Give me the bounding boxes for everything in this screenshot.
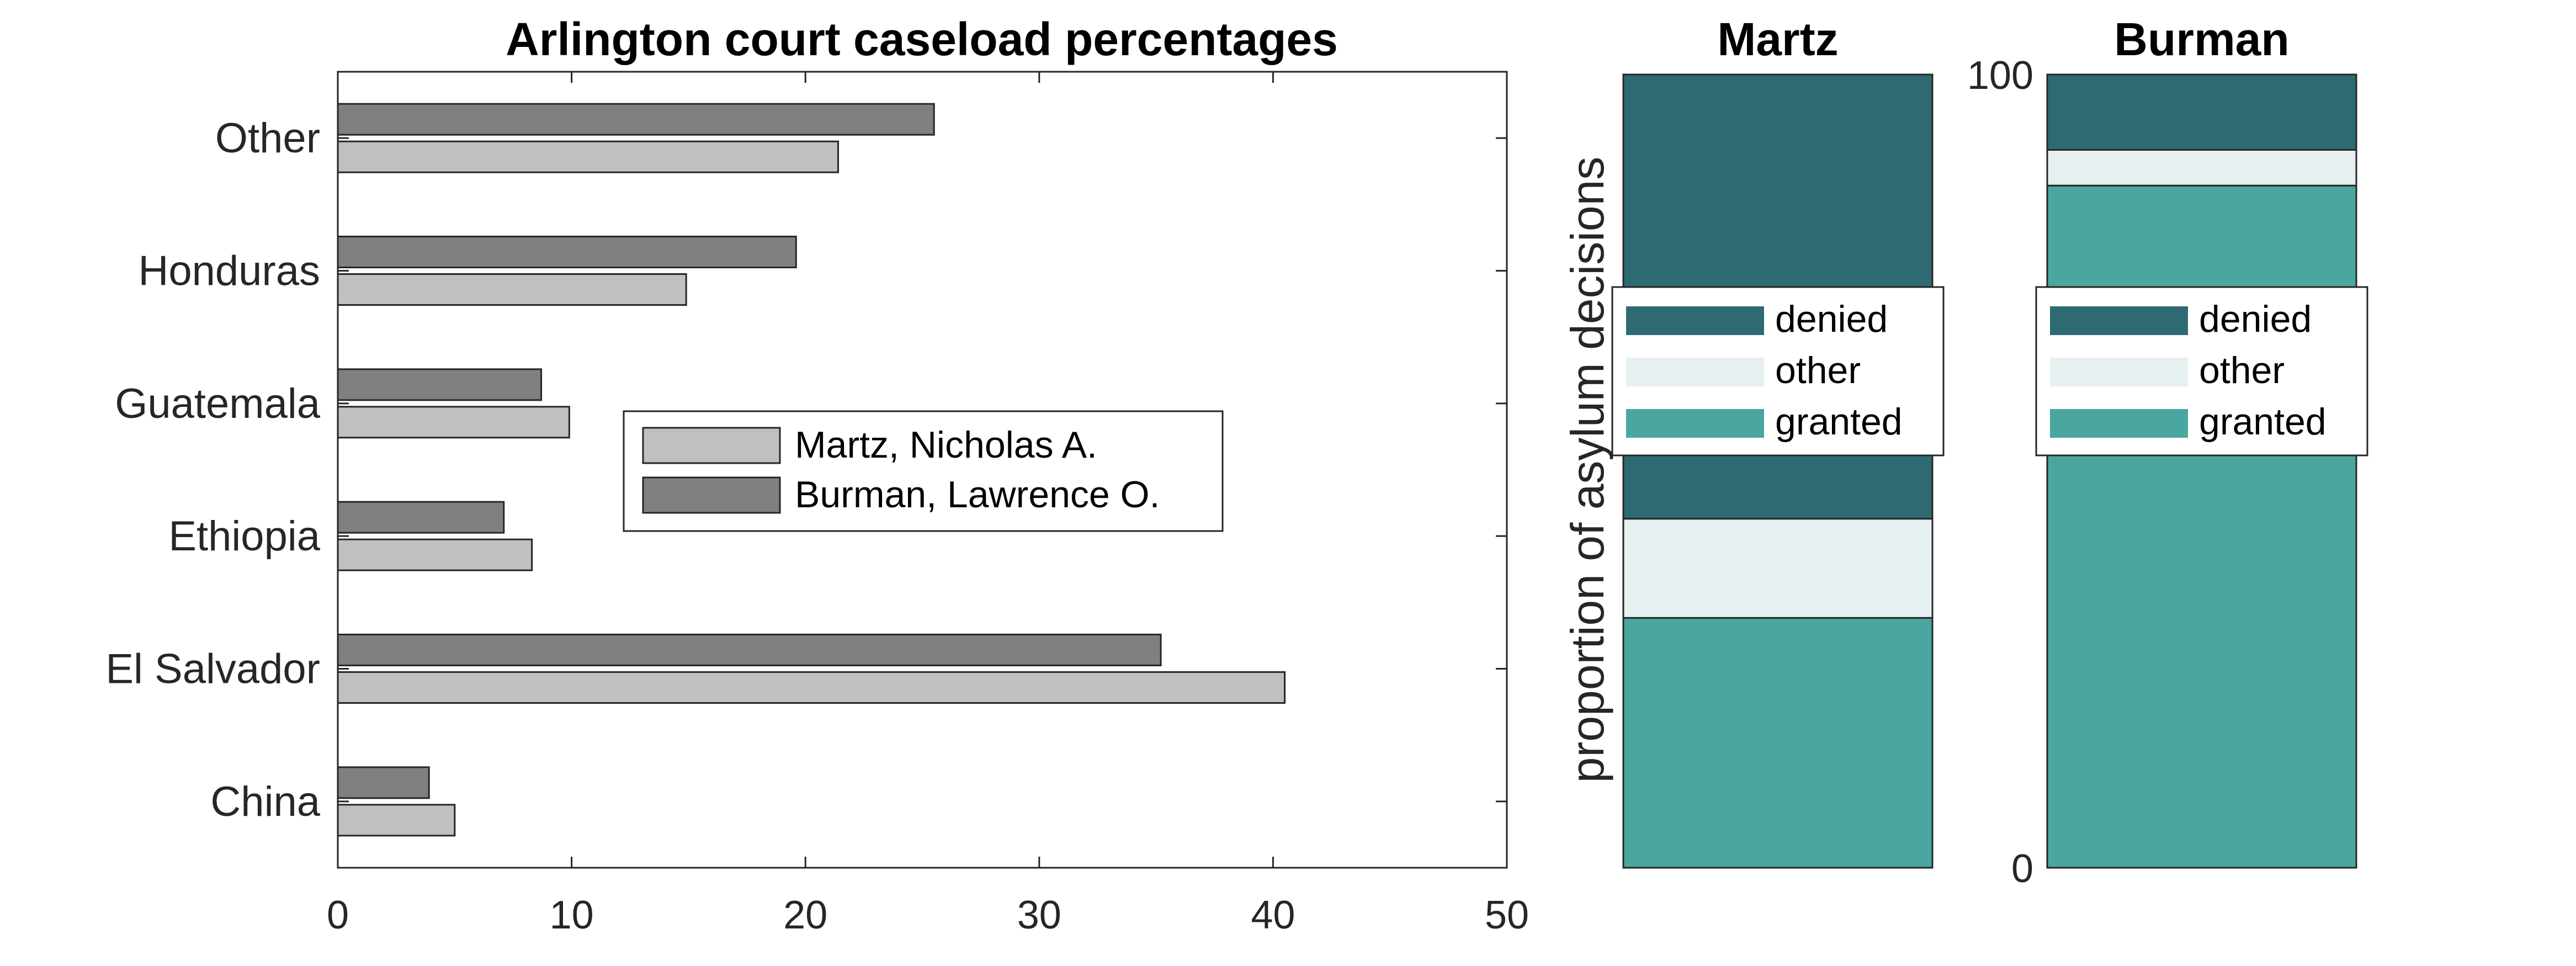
burman-legend-swatch-granted bbox=[2050, 409, 2188, 438]
martz-plot-frame bbox=[1622, 73, 1934, 869]
bar-honduras-martz bbox=[337, 273, 687, 306]
left-category-labels: China El Salvador Ethiopia Guatemala Hondura… bbox=[105, 115, 1507, 825]
burman-legend-label-denied: denied bbox=[2199, 298, 2312, 340]
category-label-honduras: Honduras bbox=[138, 248, 320, 295]
martz-legend-swatch-denied bbox=[1626, 306, 1764, 335]
bar-honduras-burman bbox=[337, 236, 797, 268]
x-tick-label-50: 50 bbox=[1485, 893, 1529, 937]
category-label-ethiopia: Ethiopia bbox=[168, 513, 320, 560]
category-label-other: Other bbox=[215, 115, 320, 162]
martz-legend-label-granted: granted bbox=[1775, 401, 1903, 443]
legend-label-martz: Martz, Nicholas A. bbox=[795, 424, 1097, 466]
bar-ethiopia-martz bbox=[337, 538, 533, 571]
category-label-guatemala: Guatemala bbox=[115, 380, 320, 427]
legend-label-burman: Burman, Lawrence O. bbox=[795, 474, 1160, 516]
x-tick-label-10: 10 bbox=[550, 893, 594, 937]
bar-guatemala-martz bbox=[337, 406, 570, 439]
burman-segments bbox=[2046, 73, 2357, 869]
legend-swatch-burman bbox=[642, 476, 781, 514]
martz-stacked-chart: Martz proportion of asylum decisions den… bbox=[1561, 13, 1945, 869]
left-bars bbox=[337, 103, 1286, 837]
legend-swatch-martz bbox=[642, 427, 781, 464]
bar-el-salvador-burman bbox=[337, 634, 1162, 666]
burman-legend: denied other granted bbox=[2035, 286, 2368, 457]
burman-legend-label-other: other bbox=[2199, 349, 2285, 391]
category-label-el-salvador: El Salvador bbox=[105, 646, 320, 693]
burman-chart-title: Burman bbox=[2114, 13, 2289, 65]
burman-plot-frame bbox=[2046, 73, 2357, 869]
burman-legend-swatch-other bbox=[2050, 358, 2188, 386]
martz-chart-title: Martz bbox=[1717, 13, 1838, 65]
bar-other-burman bbox=[337, 103, 935, 136]
martz-legend-swatch-granted bbox=[1626, 409, 1764, 438]
category-label-china: China bbox=[210, 778, 320, 825]
burman-stacked-chart: Burman 0 100 denied other granted bbox=[1967, 13, 2368, 891]
x-tick-label-30: 30 bbox=[1017, 893, 1061, 937]
burman-legend-swatch-denied bbox=[2050, 306, 2188, 335]
x-tick-label-0: 0 bbox=[327, 893, 349, 937]
burman-y-ticks: 0 100 bbox=[1967, 54, 2033, 891]
martz-legend-label-denied: denied bbox=[1775, 298, 1888, 340]
x-tick-label-40: 40 bbox=[1251, 893, 1295, 937]
bar-ethiopia-burman bbox=[337, 501, 505, 534]
left-x-ticks: 0 10 20 30 40 50 bbox=[327, 72, 1529, 937]
martz-y-axis-label: proportion of asylum decisions bbox=[1561, 157, 1613, 783]
left-chart-title: Arlington court caseload percentages bbox=[506, 13, 1338, 65]
martz-legend-label-other: other bbox=[1775, 349, 1861, 391]
burman-y-tick-label-100: 100 bbox=[1967, 54, 2033, 98]
martz-segment-granted bbox=[1622, 617, 1934, 869]
bar-other-martz bbox=[337, 140, 840, 173]
left-plot-frame bbox=[337, 71, 1508, 869]
burman-segment-denied bbox=[2046, 73, 2357, 151]
left-legend: Martz, Nicholas A. Burman, Lawrence O. bbox=[623, 410, 1224, 532]
x-tick-label-20: 20 bbox=[783, 893, 827, 937]
bar-guatemala-burman bbox=[337, 368, 543, 401]
bar-el-salvador-martz bbox=[337, 671, 1286, 704]
burman-segment-other bbox=[2046, 149, 2357, 187]
caseload-bar-chart: Arlington court caseload percentages Chi… bbox=[105, 13, 1529, 937]
martz-segment-other bbox=[1622, 518, 1934, 619]
martz-legend: denied other granted bbox=[1611, 286, 1945, 457]
bar-china-martz bbox=[337, 804, 456, 837]
martz-legend-swatch-other bbox=[1626, 358, 1764, 386]
burman-y-tick-label-0: 0 bbox=[2011, 847, 2033, 891]
burman-legend-label-granted: granted bbox=[2199, 401, 2327, 443]
martz-segments bbox=[1622, 73, 1934, 869]
bar-china-burman bbox=[337, 766, 430, 799]
